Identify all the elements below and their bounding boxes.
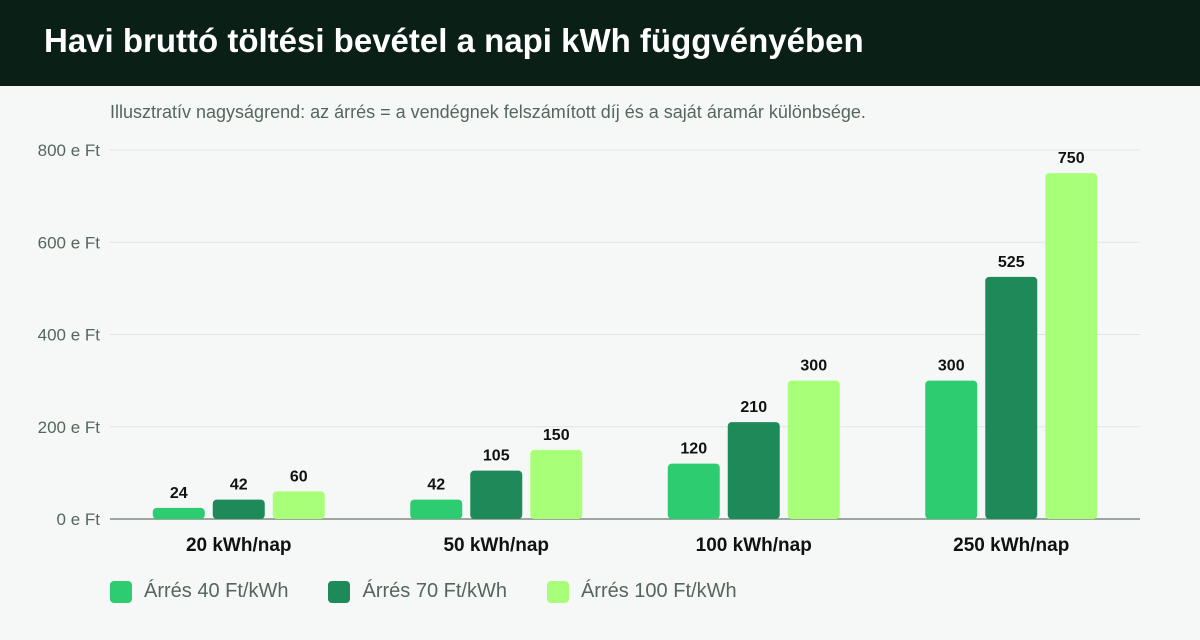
- legend-swatch: [110, 580, 132, 603]
- x-tick-label: 50 kWh/nap: [443, 535, 549, 556]
- data-label: 42: [427, 477, 445, 494]
- bar: [925, 380, 978, 519]
- chart-legend: Árrés 40 Ft/kWh Árrés 70 Ft/kWh Árrés 100 …: [110, 580, 777, 603]
- bar: [1045, 173, 1098, 519]
- legend-label: Árrés 100 Ft/kWh: [580, 580, 737, 602]
- data-label: 525: [998, 254, 1025, 271]
- bar: [530, 449, 583, 519]
- data-label: 120: [680, 441, 707, 458]
- legend-label: Árrés 40 Ft/kWh: [144, 580, 289, 602]
- bar: [152, 507, 205, 519]
- chart-title: Havi bruttó töltési bevétel a napi kWh f…: [44, 22, 864, 59]
- legend-label: Árrés 70 Ft/kWh: [362, 580, 507, 602]
- bar: [727, 422, 780, 519]
- data-label: 210: [740, 399, 767, 416]
- bar: [470, 470, 523, 519]
- y-tick-label: 0 e Ft: [57, 510, 101, 529]
- y-tick-label: 600 e Ft: [38, 233, 101, 252]
- data-label: 750: [1058, 150, 1085, 167]
- bar: [212, 499, 265, 519]
- data-label: 300: [800, 358, 827, 375]
- bar: [272, 491, 325, 519]
- legend-item: Árrés 40 Ft/kWh: [110, 580, 288, 603]
- data-label: 24: [170, 485, 188, 502]
- legend-item: Árrés 100 Ft/kWh: [546, 580, 737, 603]
- data-label: 105: [483, 448, 510, 465]
- bar: [985, 276, 1038, 519]
- chart-subtitle: Illusztratív nagyságrend: az árrés = a v…: [110, 102, 866, 122]
- data-label: 300: [938, 358, 965, 375]
- data-label: 150: [543, 427, 570, 444]
- legend-swatch: [546, 580, 569, 603]
- header-bar: Havi bruttó töltési bevétel a napi kWh f…: [0, 0, 1200, 86]
- legend-swatch: [328, 580, 351, 603]
- data-label: 60: [290, 468, 308, 485]
- y-tick-label: 400 e Ft: [38, 326, 101, 345]
- bar: [667, 463, 720, 519]
- y-tick-label: 800 e Ft: [38, 141, 101, 160]
- legend-item: Árrés 70 Ft/kWh: [328, 580, 507, 603]
- y-tick-label: 200 e Ft: [38, 418, 101, 437]
- bar: [787, 380, 840, 519]
- bar: [410, 499, 463, 519]
- x-tick-label: 20 kWh/nap: [186, 535, 292, 556]
- x-tick-label: 100 kWh/nap: [696, 535, 812, 556]
- data-label: 42: [230, 477, 248, 494]
- x-tick-label: 250 kWh/nap: [953, 535, 1069, 556]
